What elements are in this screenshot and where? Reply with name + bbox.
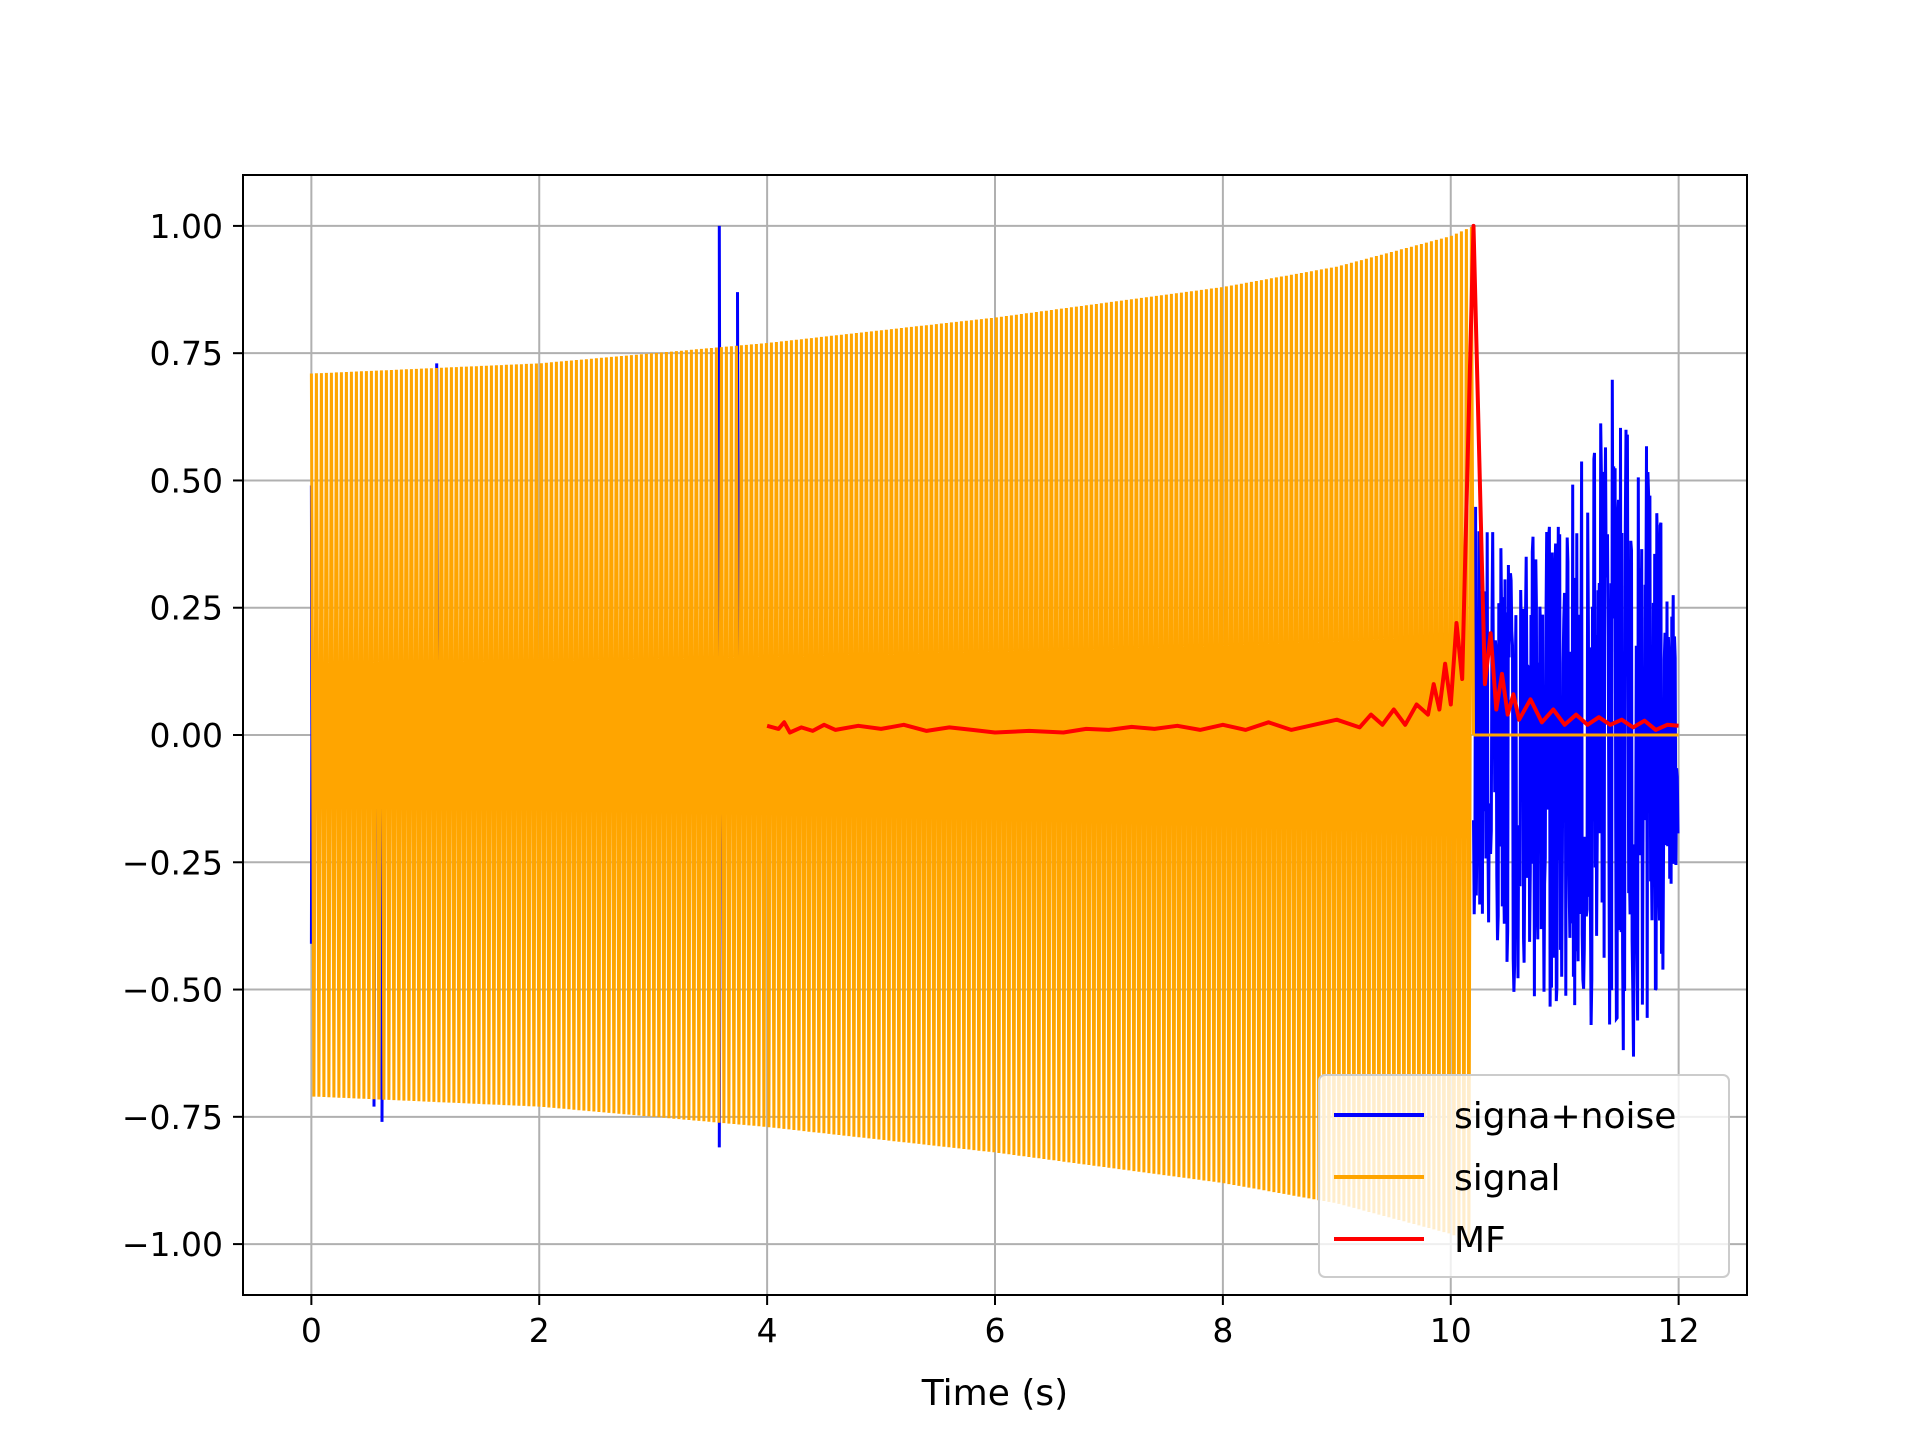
y-tick-label: −0.75 [122,1098,223,1137]
legend-label: signal [1454,1158,1561,1199]
series-mf-line [766,223,1679,735]
legend-box [1318,1074,1730,1278]
x-tick-label: 4 [757,1311,778,1350]
y-tick-label: 0.25 [150,589,223,628]
y-tick-label: −0.25 [122,843,223,882]
ticks: 0 2 4 6 8 10 12 1.00 0.75 0.50 0.25 0.00 −0.25 −0.50 −… [122,207,1700,1350]
legend-label: signa+noise [1454,1096,1676,1137]
y-tick-label: 0.50 [150,461,223,500]
x-tick-label: 2 [529,1311,550,1350]
plot-area [309,223,1680,1243]
x-tick-label: 0 [301,1311,322,1350]
y-tick-label: −0.50 [122,971,223,1010]
y-tick-label: 0.75 [150,334,223,373]
series-signal-line [309,226,1679,1243]
x-axis-label: Time (s) [921,1373,1068,1414]
x-tick-label: 12 [1658,1311,1700,1350]
x-tick-label: 6 [985,1311,1006,1350]
y-tick-label: 1.00 [150,207,223,246]
legend: signa+noise signal MF [1318,1074,1730,1278]
series-group [309,223,1680,1243]
legend-label: MF [1454,1220,1506,1261]
y-tick-label: −1.00 [122,1225,223,1264]
y-tick-label: 0.00 [150,716,223,755]
x-tick-label: 8 [1212,1311,1233,1350]
x-tick-label: 10 [1430,1311,1472,1350]
